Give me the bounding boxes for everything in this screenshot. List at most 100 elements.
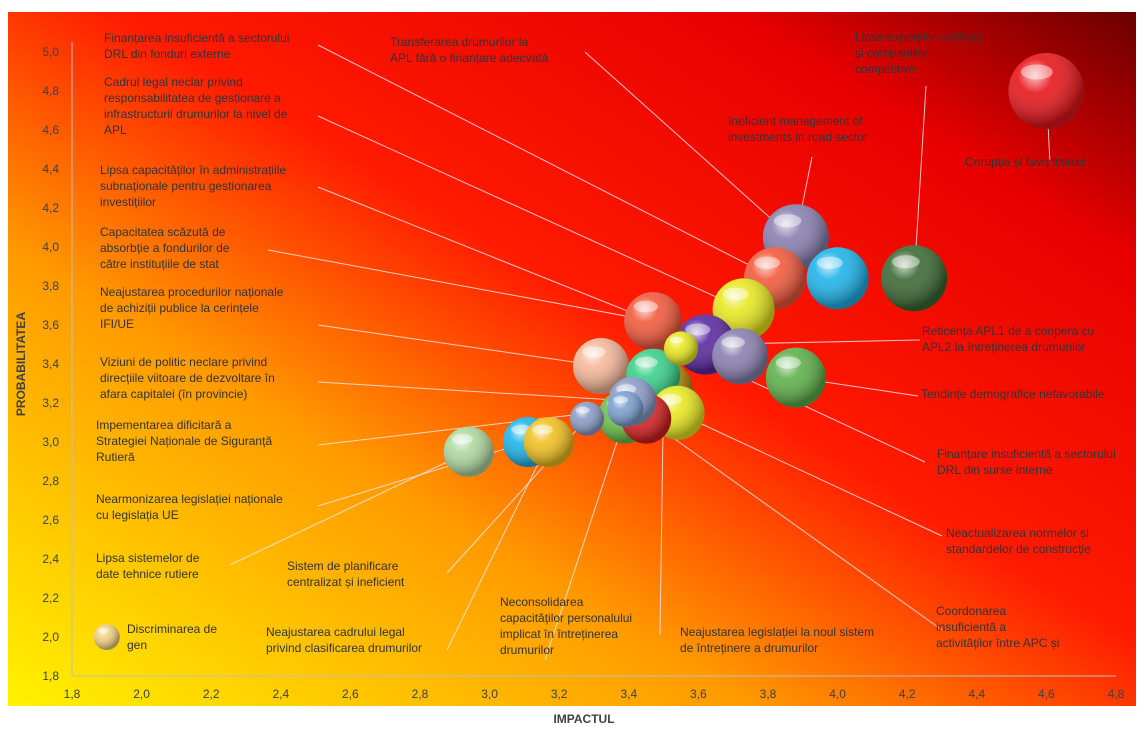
point-label-line: Corupția și favoritismul xyxy=(965,155,1086,169)
bubble-highlight xyxy=(892,255,920,269)
y-tick-label: 3,2 xyxy=(42,396,59,410)
bubble-shine xyxy=(624,292,683,351)
point-label-line: Neconsolidarea xyxy=(500,595,584,609)
bubble-highlight xyxy=(721,336,745,348)
bubble xyxy=(806,247,869,310)
point-label: Nearmonizarea legislației naționale cu le… xyxy=(96,492,283,522)
y-tick-label: 3,0 xyxy=(42,435,59,449)
bubble-shine xyxy=(712,278,775,341)
point-label-line: de întreținere a drumurilor xyxy=(680,641,818,655)
bubble-highlight xyxy=(633,300,659,313)
x-tick-label: 4,2 xyxy=(899,687,916,701)
point-label-line: investițiilor xyxy=(100,195,156,209)
x-tick-label: 3,2 xyxy=(551,687,568,701)
x-tick-label: 3,4 xyxy=(620,687,637,701)
y-tick-label: 2,6 xyxy=(42,513,59,527)
chart-background xyxy=(8,12,1136,706)
point-label: Discriminarea de gen xyxy=(127,622,217,652)
y-tick-label: 4,6 xyxy=(42,123,59,137)
point-label-line: privind clasificarea drumurilor xyxy=(266,641,422,655)
y-tick-label: 4,4 xyxy=(42,162,59,176)
leader-line xyxy=(544,416,626,661)
point-label-line: APL xyxy=(104,123,127,137)
bubble xyxy=(93,624,120,650)
x-tick-label: 2,6 xyxy=(342,687,359,701)
y-tick-label: 4,0 xyxy=(42,240,59,254)
bubble-shine xyxy=(523,417,574,467)
bubble-shine xyxy=(93,624,120,650)
point-label-line: Coordonarea xyxy=(936,604,1006,618)
point-label: Lipsa sistemelor de date tehnice rutiere xyxy=(96,551,200,581)
point-label-line: capacităților personalului xyxy=(500,611,632,625)
bubble xyxy=(443,426,494,477)
bubble xyxy=(572,337,629,394)
point-label-line: Sistem de planificare xyxy=(287,559,399,573)
bubble-shine xyxy=(765,347,826,408)
bubble xyxy=(712,278,775,341)
leader-line xyxy=(677,412,943,537)
bubbles xyxy=(93,53,1085,650)
point-label-line: activităților între APC și xyxy=(936,636,1059,650)
point-label-line: Strategiei Naționale de Siguranță xyxy=(96,434,272,448)
point-label-line: implicat în întreținerea xyxy=(500,627,618,641)
point-label-line: Reticența APL1 de a coopera cu xyxy=(922,324,1094,338)
x-tick-label: 1,8 xyxy=(64,687,81,701)
point-label-line: Neajustarea cadrului legal xyxy=(266,625,405,639)
point-label-line: Finanțare insuficientă a sectorului xyxy=(937,447,1116,461)
point-label-line: Neajustarea procedurilor naționale xyxy=(100,285,284,299)
y-tick-label: 3,4 xyxy=(42,357,59,371)
x-tick-label: 2,0 xyxy=(133,687,150,701)
point-label-line: direcțiile viitoare de dezvoltare în xyxy=(100,371,275,385)
point-label-line: absorbție a fondurilor de xyxy=(100,241,230,255)
point-label-line: APL2 la întreținerea drumurilor xyxy=(922,340,1085,354)
bubble xyxy=(624,292,683,351)
bubble-highlight xyxy=(1020,64,1053,80)
point-label-line: Tendințe demografice nefavorabile xyxy=(921,387,1105,401)
bubble-highlight xyxy=(582,346,606,358)
point-label-line: APL fără o finanțare adecvată xyxy=(390,51,549,65)
point-label-line: DRL din surse interne xyxy=(937,463,1053,477)
point-label: Finanțarea insuficientă a sectorului DRL … xyxy=(104,31,289,61)
x-axis-title: IMPACTUL xyxy=(553,712,614,726)
point-label-line: standardelor de construcție xyxy=(946,542,1091,556)
bubble xyxy=(1008,53,1085,129)
point-label-line: gen xyxy=(127,638,147,652)
x-tick-label: 2,4 xyxy=(272,687,289,701)
point-label-line: Lipsa sistemelor de xyxy=(96,551,200,565)
point-label: Viziuni de politic neclare privind direcț… xyxy=(100,355,275,401)
point-label: Tendințe demografice nefavorabile xyxy=(921,387,1105,401)
point-label: Impementarea dificitară a Strategiei Nați… xyxy=(96,418,272,464)
point-label: Lipsa experților calificați și companiilo… xyxy=(855,30,982,76)
bubble-shine xyxy=(881,245,948,312)
point-label-line: competitive xyxy=(855,62,916,76)
point-label-line: afara capitalei (în provincie) xyxy=(100,387,247,401)
bubble-highlight xyxy=(816,256,843,269)
point-label-line: cu legislația UE xyxy=(96,508,179,522)
bubble-highlight xyxy=(775,356,801,369)
axes: 1,8 2,0 2,2 2,4 2,6 2,8 3,0 3,2 3,4 3,6 3,8 4,0 4,2 4… xyxy=(14,42,1125,726)
point-label: Ineficient management of investments in r… xyxy=(728,114,868,144)
bubble xyxy=(607,390,644,427)
bubble-highlight xyxy=(754,256,781,269)
point-label: Neconsolidarea capacităților personalului… xyxy=(500,595,632,657)
point-label-line: date tehnice rutiere xyxy=(96,567,199,581)
bubble-shine xyxy=(572,337,629,394)
leader-line xyxy=(645,418,943,631)
point-label-line: și companiilor xyxy=(855,46,928,60)
point-label: Neajustarea legislației la noul sistem de… xyxy=(680,625,874,655)
point-label-line: Neajustarea legislației la noul sistem xyxy=(680,625,874,639)
bubble-shine xyxy=(1008,53,1085,129)
bubble-highlight xyxy=(98,627,110,634)
point-label: Cadrul legal neclar privind responsabilit… xyxy=(104,75,288,137)
bubble-highlight xyxy=(635,356,658,368)
y-tick-label: 2,2 xyxy=(42,591,59,605)
x-tick-label: 4,0 xyxy=(829,687,846,701)
point-label-line: insuficientă a xyxy=(936,620,1006,634)
bubble-shine xyxy=(664,331,698,366)
x-tick-label: 4,8 xyxy=(1108,687,1125,701)
point-label-line: drumurilor xyxy=(500,643,554,657)
point-label-line: Nearmonizarea legislației naționale xyxy=(96,492,283,506)
y-tick-label: 2,0 xyxy=(42,630,59,644)
point-label: Coordonarea insuficientă a activităților î… xyxy=(936,604,1059,650)
bubble-highlight xyxy=(722,287,749,301)
